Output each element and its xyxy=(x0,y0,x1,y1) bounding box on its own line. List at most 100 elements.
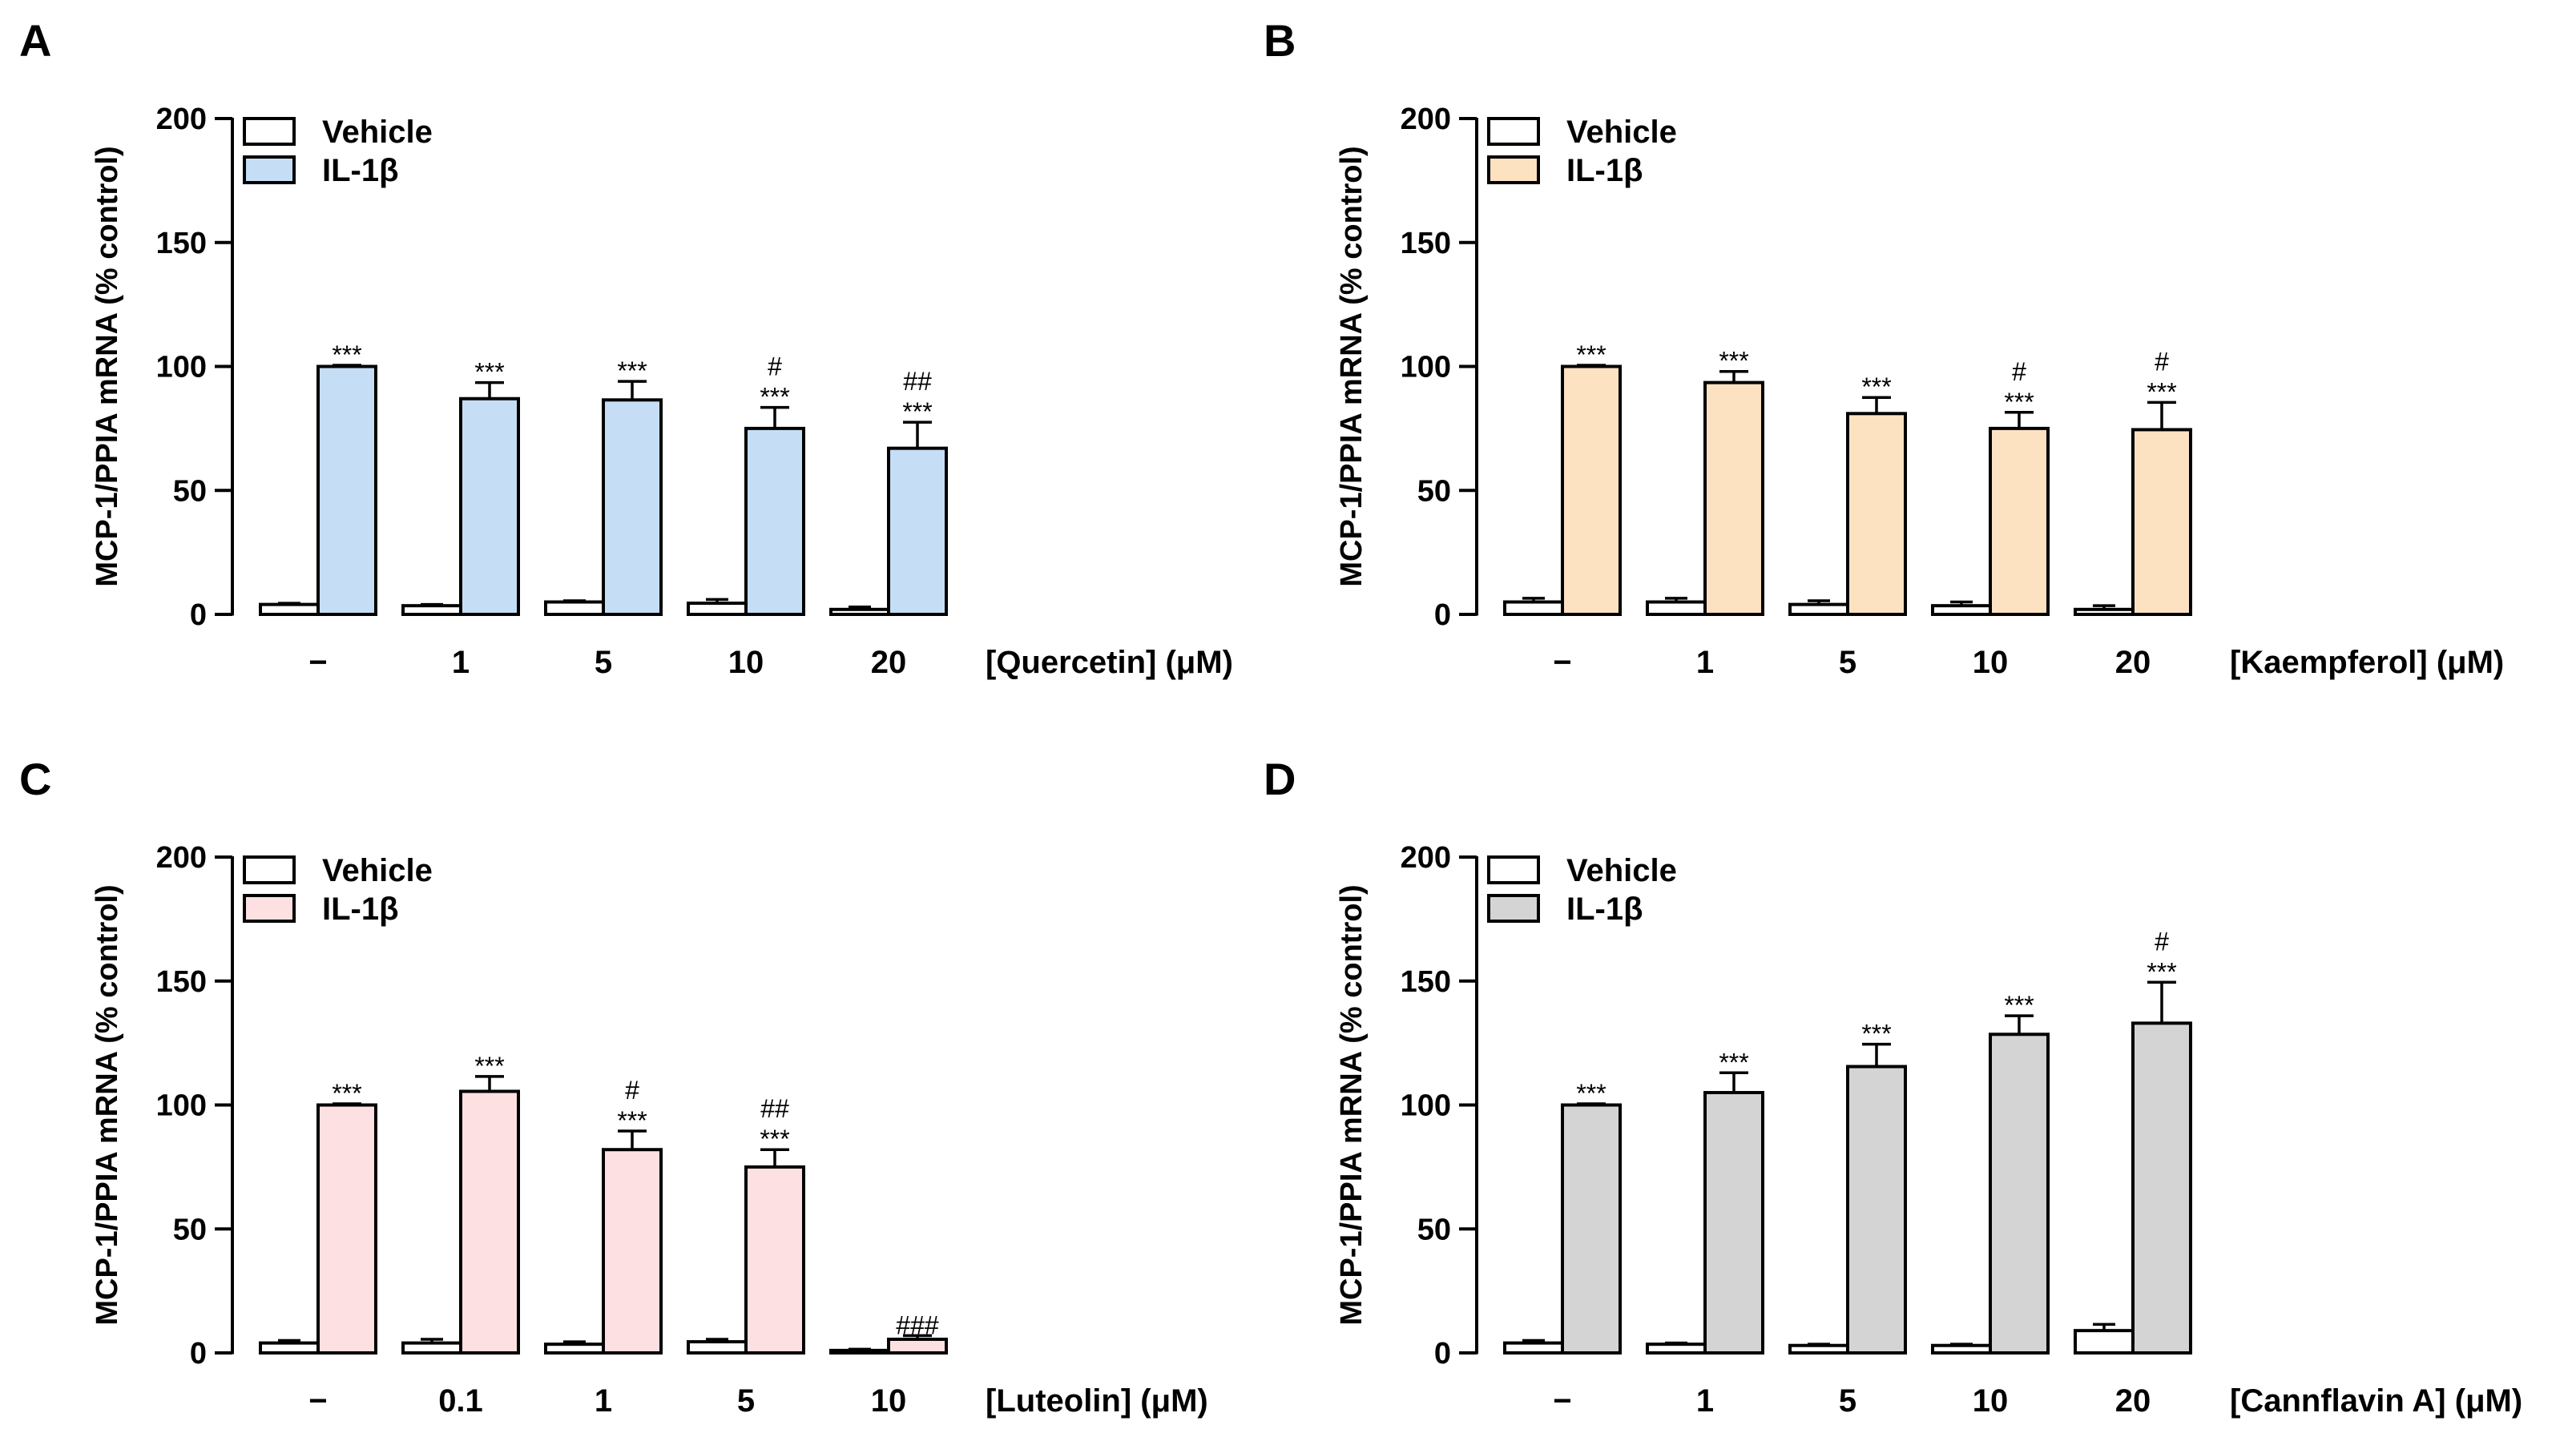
significance-stars: *** xyxy=(760,1125,789,1153)
y-tick-label: 50 xyxy=(1417,1213,1451,1246)
x-category-label: 1 xyxy=(1696,1383,1714,1419)
il1b-bar xyxy=(744,426,805,616)
il1b-bar xyxy=(2131,1021,2192,1355)
panel-a: A MCP-1/PPIA mRNA (% control) 0 50 100 150 200… xyxy=(19,15,1233,680)
x-category-label: 20 xyxy=(871,645,907,680)
legend-swatch-vehicle xyxy=(243,117,296,146)
legend-label-il1b: IL-1β xyxy=(322,892,399,927)
y-tick-label: 100 xyxy=(1401,1089,1451,1123)
significance-stars: *** xyxy=(2004,991,2034,1020)
x-category-label: 5 xyxy=(595,645,612,680)
legend-label-vehicle: Vehicle xyxy=(1566,115,1677,150)
vehicle-bar xyxy=(1788,602,1849,616)
vehicle-bar xyxy=(544,1342,605,1355)
il1b-bar xyxy=(887,1337,948,1355)
il1b-bar xyxy=(1703,380,1764,616)
il1b-bar xyxy=(602,1148,663,1355)
legend-swatch-il1b xyxy=(1487,155,1540,184)
vehicle-bar xyxy=(687,1340,748,1355)
il1b-bar xyxy=(1989,426,2050,616)
vehicle-bar xyxy=(1503,1341,1564,1355)
vehicle-bar xyxy=(401,604,462,616)
vehicle-bar xyxy=(1646,600,1707,617)
x-axis-label: [Quercetin] (μM) xyxy=(986,645,1233,680)
vehicle-bar xyxy=(1503,600,1564,617)
x-category-label: 10 xyxy=(1973,645,2009,680)
legend-swatch-vehicle xyxy=(243,855,296,884)
significance-hash: # xyxy=(625,1076,639,1105)
x-category-label: 10 xyxy=(871,1383,907,1419)
significance-stars: *** xyxy=(760,383,789,412)
vehicle-bar xyxy=(2074,607,2135,616)
il1b-bar xyxy=(602,398,663,616)
y-tick-label: 100 xyxy=(1401,351,1451,384)
significance-stars: *** xyxy=(1719,1048,1748,1077)
significance-hash: # xyxy=(2012,357,2026,386)
significance-stars: *** xyxy=(1861,1020,1891,1049)
vehicle-bar xyxy=(829,607,890,616)
y-tick-label: 100 xyxy=(156,1089,207,1123)
il1b-bar xyxy=(1703,1091,1764,1355)
legend-swatch-il1b xyxy=(1487,894,1540,923)
x-category-label: − xyxy=(1553,1383,1571,1419)
legend-swatch-il1b xyxy=(243,894,296,923)
significance-stars: *** xyxy=(617,356,647,385)
y-tick-label: 0 xyxy=(190,598,207,632)
vehicle-bar xyxy=(401,1341,462,1355)
il1b-bar xyxy=(316,1103,377,1355)
il1b-bar xyxy=(1561,1103,1622,1355)
significance-stars: *** xyxy=(474,358,504,387)
il1b-bar xyxy=(316,364,377,616)
x-axis-label: [Luteolin] (μM) xyxy=(986,1383,1208,1419)
y-tick-label: 200 xyxy=(156,841,207,875)
significance-stars: *** xyxy=(902,397,932,426)
y-tick-label: 150 xyxy=(1401,965,1451,999)
il1b-bar xyxy=(1561,364,1622,616)
significance-stars: *** xyxy=(1719,347,1748,376)
significance-stars: *** xyxy=(617,1106,647,1135)
panel-d: D MCP-1/PPIA mRNA (% control) 0 50 100 150 200… xyxy=(1264,754,2522,1419)
vehicle-bar xyxy=(829,1348,890,1355)
legend-label-vehicle: Vehicle xyxy=(322,115,433,150)
vehicle-bar xyxy=(1788,1343,1849,1355)
significance-stars: *** xyxy=(1861,372,1891,401)
vehicle-bar xyxy=(1931,1343,1992,1355)
y-tick-label: 200 xyxy=(1401,103,1451,136)
panel-b: B MCP-1/PPIA mRNA (% control) 0 50 100 150 200… xyxy=(1264,15,2504,680)
legend-label-il1b: IL-1β xyxy=(322,153,399,188)
y-tick-label: 100 xyxy=(156,351,207,384)
x-category-label: 1 xyxy=(452,645,470,680)
y-tick-label: 50 xyxy=(173,1213,207,1246)
significance-hash: # xyxy=(768,352,782,381)
significance-stars: *** xyxy=(2004,388,2034,417)
legend-label-vehicle: Vehicle xyxy=(322,853,433,888)
y-axis-label: MCP-1/PPIA mRNA (% control) xyxy=(91,146,124,586)
x-category-label: 5 xyxy=(1839,1383,1856,1419)
x-category-label: 5 xyxy=(1839,645,1856,680)
x-category-label: 20 xyxy=(2115,645,2151,680)
il1b-bar xyxy=(887,446,948,617)
legend-swatch-vehicle xyxy=(1487,117,1540,146)
significance-hash: # xyxy=(2155,347,2169,376)
significance-hash: ### xyxy=(896,1310,939,1339)
x-category-label: 1 xyxy=(595,1383,612,1419)
il1b-bar xyxy=(744,1165,805,1355)
y-axis-label: MCP-1/PPIA mRNA (% control) xyxy=(91,884,124,1325)
y-tick-label: 150 xyxy=(1401,227,1451,260)
y-tick-label: 150 xyxy=(156,227,207,260)
il1b-bar xyxy=(1846,1065,1907,1355)
legend-swatch-il1b xyxy=(243,155,296,184)
panel-letter: A xyxy=(19,15,51,66)
vehicle-bar xyxy=(259,602,320,616)
vehicle-bar xyxy=(1646,1342,1707,1355)
x-category-label: 10 xyxy=(1973,1383,2009,1419)
y-axis-label: MCP-1/PPIA mRNA (% control) xyxy=(1335,884,1369,1325)
x-axis-label: [Cannflavin A] (μM) xyxy=(2230,1383,2522,1419)
x-category-label: − xyxy=(308,1383,327,1419)
legend-label-il1b: IL-1β xyxy=(1566,153,1643,188)
il1b-bar xyxy=(459,1089,520,1355)
y-tick-label: 50 xyxy=(173,474,207,508)
y-tick-label: 0 xyxy=(1434,598,1451,632)
y-axis-label: MCP-1/PPIA mRNA (% control) xyxy=(1335,146,1369,586)
